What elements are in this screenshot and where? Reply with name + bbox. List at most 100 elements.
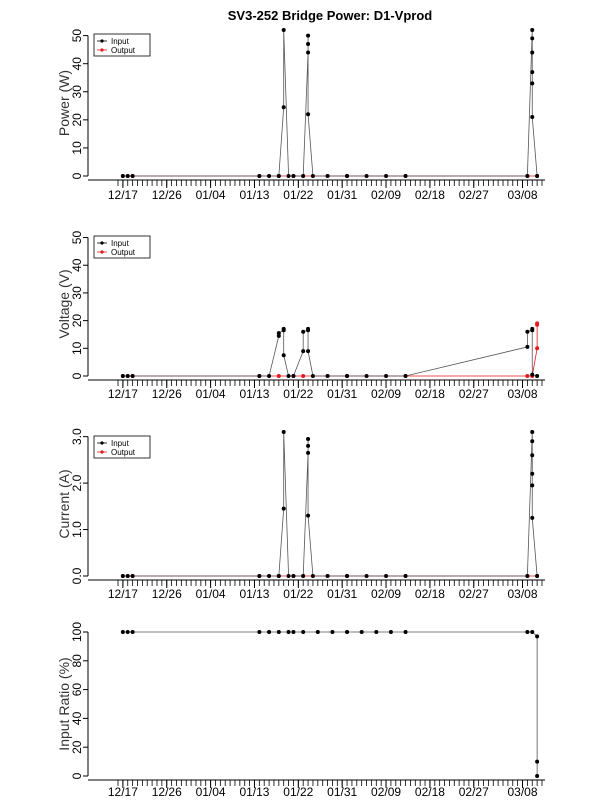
x-tick-label: 01/04 <box>196 188 226 202</box>
y-tick-label: 40 <box>70 711 84 725</box>
x-tick-label: 12/26 <box>152 587 182 601</box>
legend-output-marker <box>100 250 104 254</box>
x-tick-label: 02/18 <box>415 587 445 601</box>
legend-output-label: Output <box>111 248 136 257</box>
x-tick-label: 01/04 <box>196 785 226 799</box>
input-point <box>267 630 272 634</box>
legend-box <box>93 235 151 259</box>
y-axis-label: Input Ratio (%) <box>56 657 72 750</box>
input-point <box>306 326 311 331</box>
input-point <box>530 70 535 75</box>
x-tick-label: 03/08 <box>507 387 537 401</box>
input-series-line <box>122 29 538 177</box>
legend-input-label: Input <box>111 439 130 448</box>
legend-output-marker <box>100 48 104 52</box>
figure-title: SV3-252 Bridge Power: D1-Vprod <box>228 8 432 23</box>
legend-input-marker <box>100 441 104 445</box>
input-series-line <box>122 328 538 377</box>
input-point <box>306 112 311 117</box>
y-tick-label: 10 <box>70 141 84 155</box>
input-point <box>306 349 311 354</box>
y-tick-label: 30 <box>70 85 84 99</box>
x-tick-label: 01/13 <box>239 188 269 202</box>
legend-input-marker <box>100 39 104 43</box>
input-point <box>125 174 130 178</box>
x-tick-label: 12/26 <box>152 188 182 202</box>
input-point <box>530 630 535 634</box>
x-tick-label: 12/26 <box>152 785 182 799</box>
input-point <box>525 574 530 578</box>
input-point <box>530 326 535 331</box>
input-point <box>267 574 272 578</box>
input-point <box>345 574 350 578</box>
output-point <box>525 374 530 378</box>
input-point <box>125 630 130 634</box>
input-point <box>525 630 530 634</box>
input-point <box>345 174 350 178</box>
y-tick-label: 60 <box>70 683 84 697</box>
input-point <box>281 326 286 331</box>
x-tick-label: 01/22 <box>283 188 313 202</box>
x-tick-label: 12/17 <box>108 785 138 799</box>
current-panel: 0.0 1.0 2.0 3.0 Current (A) 12/17 12/26 01/04 01… <box>56 428 545 601</box>
input-point <box>306 42 311 47</box>
input-point <box>281 28 286 32</box>
input-point <box>130 174 135 178</box>
input-point <box>276 174 281 178</box>
x-tick-label: 12/17 <box>108 387 138 401</box>
x-tick-label: 01/13 <box>239 587 269 601</box>
input-point <box>325 574 330 578</box>
voltage-panel: 0 10 20 30 40 50 Voltage (V) 12/17 12/26 01/04 01/… <box>56 231 545 401</box>
y-tick-label: 100 <box>70 622 84 642</box>
x-tick-label: 01/13 <box>239 387 269 401</box>
input-point <box>403 574 408 578</box>
x-tick-label: 03/08 <box>507 188 537 202</box>
plot-area <box>120 321 540 378</box>
legend-input-label: Input <box>111 239 130 248</box>
x-day-ticks <box>117 180 543 186</box>
input-point <box>530 81 535 86</box>
y-tick-label: 0 <box>70 772 84 779</box>
input-series-line <box>122 631 538 776</box>
input-point <box>291 630 296 634</box>
input-point <box>130 374 135 378</box>
input-point <box>530 439 535 444</box>
input-point <box>325 374 330 378</box>
x-tick-label: 02/09 <box>371 587 401 601</box>
input-point <box>120 574 125 578</box>
x-tick-label: 01/13 <box>239 785 269 799</box>
legend-input-label: Input <box>111 37 130 46</box>
input-point <box>374 630 379 634</box>
legend-input-marker <box>100 241 104 245</box>
x-tick-label: 02/27 <box>459 387 489 401</box>
output-point <box>301 374 306 378</box>
input-point <box>530 115 535 120</box>
x-tick-label: 01/04 <box>196 587 226 601</box>
input-point <box>345 374 350 378</box>
y-tick-label: 40 <box>70 57 84 71</box>
input-point <box>535 634 540 639</box>
input-point <box>306 443 311 448</box>
y-tick-label: 10 <box>70 341 84 355</box>
power-panel: 0 10 20 30 40 50 Power (W) 12/17 12/26 01/04 01/13… <box>56 28 545 202</box>
input-point <box>281 506 286 511</box>
x-day-ticks <box>117 580 543 586</box>
y-tick-label: 40 <box>70 258 84 272</box>
x-tick-label: 01/22 <box>283 587 313 601</box>
y-tick-label: 30 <box>70 286 84 300</box>
input-point <box>310 574 315 578</box>
output-series-line <box>122 323 538 377</box>
legend-box <box>93 435 151 459</box>
input-point <box>306 513 311 518</box>
y-tick-label: 50 <box>70 29 84 43</box>
input-point <box>403 630 408 634</box>
y-tick-label: 0.0 <box>70 567 84 584</box>
input-point <box>388 630 393 634</box>
input-point <box>364 374 369 378</box>
input-point <box>281 353 286 358</box>
input-point <box>306 450 311 455</box>
input-point <box>291 574 296 578</box>
y-tick-label: 1.0 <box>70 521 84 538</box>
x-tick-label: 02/18 <box>415 188 445 202</box>
y-tick-label: 80 <box>70 654 84 668</box>
